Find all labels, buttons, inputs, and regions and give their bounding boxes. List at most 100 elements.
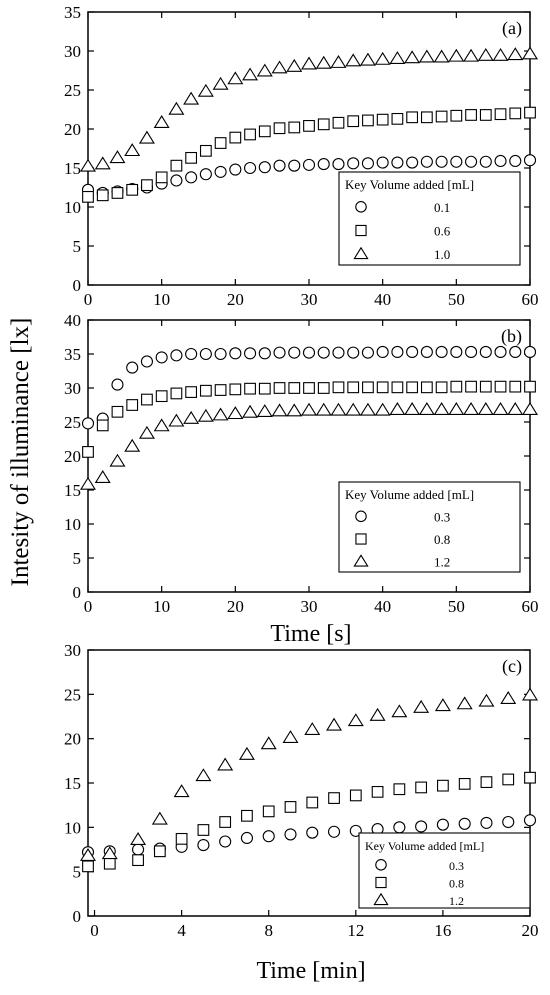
data-point-square: [185, 151, 198, 164]
data-point-triangle: [173, 784, 190, 798]
data-point-square: [494, 108, 507, 121]
data-point-square: [450, 109, 463, 122]
data-point-circle: [465, 345, 478, 359]
data-point-circle: [523, 814, 537, 827]
data-point-triangle: [359, 402, 376, 416]
data-point-circle: [361, 157, 374, 170]
data-point-triangle: [448, 402, 465, 415]
data-point-square: [465, 380, 477, 393]
x-tick-label: 10: [153, 290, 170, 309]
data-point-triangle: [500, 691, 517, 704]
data-point-square: [126, 183, 139, 196]
legend-marker-triangle: [353, 554, 369, 567]
data-point-triangle: [109, 453, 126, 467]
x-tick-label: 0: [84, 597, 93, 616]
data-point-circle: [240, 831, 254, 845]
data-point-circle: [435, 155, 448, 168]
data-point-square: [273, 122, 286, 135]
x-tick-label: 40: [374, 290, 391, 309]
data-point-circle: [258, 347, 271, 360]
data-point-square: [376, 113, 389, 126]
panel-b: 0 10 20 30 40 50 60 0 5 10 15 20 25 30 35 40 (b) Time [s]…: [64, 311, 539, 647]
data-point-triangle: [153, 115, 170, 128]
data-point-triangle: [463, 402, 480, 415]
data-point-square: [347, 381, 360, 394]
data-point-circle: [347, 346, 360, 359]
data-point-circle: [132, 843, 145, 856]
legend-marker-triangle: [373, 892, 389, 906]
x-tick-label: 16: [434, 921, 451, 940]
data-point-triangle: [418, 402, 435, 415]
data-point-circle: [126, 361, 139, 374]
x-tick-label: 4: [177, 921, 186, 940]
data-point-square: [303, 382, 315, 394]
data-point-triangle: [315, 402, 332, 416]
legend-marker-square: [355, 533, 367, 545]
data-point-square: [197, 824, 210, 836]
legend-marker-circle: [355, 510, 367, 523]
data-point-circle: [81, 417, 95, 430]
legend-entry-label: 0.1: [434, 200, 450, 215]
y-tick-label: 35: [64, 3, 81, 22]
x-tick-label: 20: [522, 921, 539, 940]
data-point-square: [273, 382, 286, 394]
data-point-square: [376, 381, 389, 394]
data-point-triangle: [434, 698, 451, 712]
data-point-circle: [317, 158, 330, 171]
data-point-triangle: [101, 846, 118, 860]
data-point-circle: [284, 828, 297, 841]
data-point-triangle: [286, 58, 303, 72]
data-point-circle: [450, 345, 463, 359]
data-point-square: [96, 419, 109, 432]
data-point-triangle: [477, 402, 494, 415]
y-tick-label: 10: [64, 198, 81, 217]
panel-c: 0 4 8 12 16 20 0 5 10 15 20 25 30 (c) Time [min] Key Vo…: [64, 641, 539, 984]
data-point-circle: [523, 345, 537, 359]
data-point-circle: [229, 347, 242, 360]
data-point-triangle: [271, 403, 288, 417]
y-tick-label: 15: [64, 481, 81, 500]
y-tick-label: 40: [64, 311, 81, 330]
data-point-circle: [214, 347, 227, 361]
data-point-square: [509, 107, 522, 120]
data-point-square: [258, 125, 271, 138]
y-tick-label: 15: [64, 159, 81, 178]
data-point-circle: [494, 345, 507, 359]
data-point-circle: [140, 355, 153, 368]
data-point-triangle: [404, 402, 421, 415]
data-point-circle: [244, 347, 257, 360]
x-tick-label: 60: [522, 290, 539, 309]
legend-box: [338, 481, 521, 573]
data-point-triangle: [301, 402, 317, 416]
data-point-circle: [420, 345, 433, 359]
data-point-circle: [479, 155, 492, 168]
data-point-triangle: [507, 402, 524, 415]
data-point-triangle: [374, 51, 391, 65]
x-tick-label: 30: [301, 597, 318, 616]
data-point-triangle: [227, 71, 244, 85]
data-point-triangle: [242, 404, 259, 418]
legend-entry-label: 1.2: [434, 555, 450, 570]
data-point-circle: [199, 347, 212, 361]
data-point-triangle: [301, 56, 317, 70]
legend-marker-square: [375, 876, 387, 889]
legend-marker-triangle: [353, 246, 369, 260]
data-point-square: [241, 809, 253, 822]
y-tick-label: 25: [64, 413, 81, 432]
data-point-square: [126, 399, 139, 411]
y-tick-label: 5: [73, 863, 82, 882]
data-point-circle: [347, 157, 360, 170]
data-point-square: [244, 382, 256, 395]
data-point-circle: [502, 815, 515, 829]
y-tick-label: 5: [73, 237, 82, 256]
y-tick-label: 30: [64, 641, 81, 660]
data-point-square: [155, 171, 168, 184]
legend-header: Key Volume added [mL]: [365, 839, 484, 853]
data-point-circle: [258, 161, 271, 174]
data-point-square: [415, 781, 428, 794]
data-point-circle: [317, 346, 330, 359]
data-point-square: [437, 779, 449, 792]
data-point-square: [435, 381, 448, 394]
data-point-square: [288, 121, 301, 134]
